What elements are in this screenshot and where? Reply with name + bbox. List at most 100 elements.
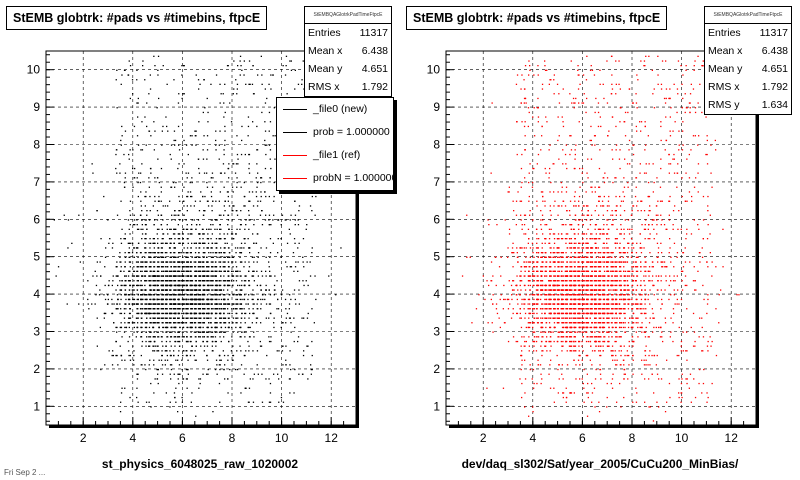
scatter-point [152,205,154,207]
scatter-point [149,317,151,319]
scatter-point [165,303,167,305]
scatter-point [136,303,139,305]
scatter-point [214,336,217,338]
scatter-point [181,144,184,146]
scatter-point [557,392,559,394]
scatter-point [149,280,151,282]
scatter-point [158,326,160,329]
scatter-point [178,382,180,385]
scatter-point [108,350,110,352]
scatter-point [208,289,210,291]
scatter-point [220,247,222,249]
scatter-point [549,350,551,352]
scatter-point [212,261,214,263]
scatter-point [96,345,98,347]
scatter-point [270,88,272,90]
scatter-point [270,340,272,343]
scatter-point [137,280,139,282]
scatter-point [619,261,621,263]
scatter-point [269,256,271,258]
scatter-point [637,210,639,212]
scatter-point [181,322,183,324]
scatter-point [307,312,309,315]
scatter-point [165,331,167,333]
scatter-point [195,280,197,282]
scatter-point [248,336,251,338]
scatter-point [218,303,220,305]
scatter-point [136,317,138,319]
scatter-point [157,252,159,254]
scatter-point [136,102,138,104]
scatter-point [153,392,155,394]
scatter-point [179,270,181,272]
scatter-point [215,252,217,254]
scatter-point [236,210,238,212]
scatter-point [578,354,580,357]
scatter-point [232,266,234,268]
scatter-point [340,247,342,249]
scatter-point [153,364,155,366]
scatter-point [310,373,312,375]
scatter-point [648,266,651,268]
scatter-point [166,350,168,352]
legend-line-swatch [283,178,307,179]
scatter-point [194,317,196,319]
scatter-point [297,261,299,263]
scatter-point [92,275,94,277]
scatter-point [133,298,136,301]
scatter-point [139,308,142,310]
scatter-point [297,224,300,226]
scatter-point [548,149,550,151]
scatter-point [248,83,250,85]
scatter-point [124,261,126,263]
scatter-point [227,256,229,258]
scatter-point [260,298,262,301]
scatter-point [232,256,234,258]
scatter-point [294,69,296,71]
scatter-point [216,312,218,315]
scatter-point [154,284,156,287]
scatter-point [195,270,197,272]
scatter-point [289,350,291,352]
scatter-point [235,368,237,371]
scatter-point [170,261,172,263]
scatter-point [655,275,657,277]
scatter-point [199,247,201,249]
scatter-point [224,256,226,258]
scatter-point [286,266,288,268]
scatter-point [229,256,231,258]
scatter-point [290,60,292,62]
scatter-point [235,270,237,272]
scatter-point [194,298,196,301]
scatter-point [248,350,250,352]
scatter-point [160,247,163,249]
scatter-point [149,289,152,291]
scatter-point [206,228,208,230]
scatter-point [199,242,201,244]
scatter-point [137,303,139,305]
scatter-point [228,247,230,249]
scatter-point [116,266,118,268]
scatter-point [161,354,163,357]
scatter-point [179,326,181,329]
scatter-point [173,228,175,230]
scatter-point [259,340,261,343]
scatter-point [112,275,114,277]
scatter-point [223,270,225,272]
scatter-point [157,373,159,375]
scatter-point [199,289,201,291]
scatter-point [248,228,250,230]
scatter-point [315,195,317,198]
scatter-point [157,294,159,296]
scatter-point [227,224,229,226]
scatter-point [224,200,226,202]
scatter-point [214,270,217,272]
scatter-point [240,186,242,188]
scatter-point [597,247,599,249]
scatter-point [128,322,130,324]
scatter-point [87,298,89,301]
scatter-point [153,350,156,352]
scatter-point [177,280,180,282]
scatter-point [241,125,243,128]
scatter-point [161,364,164,366]
